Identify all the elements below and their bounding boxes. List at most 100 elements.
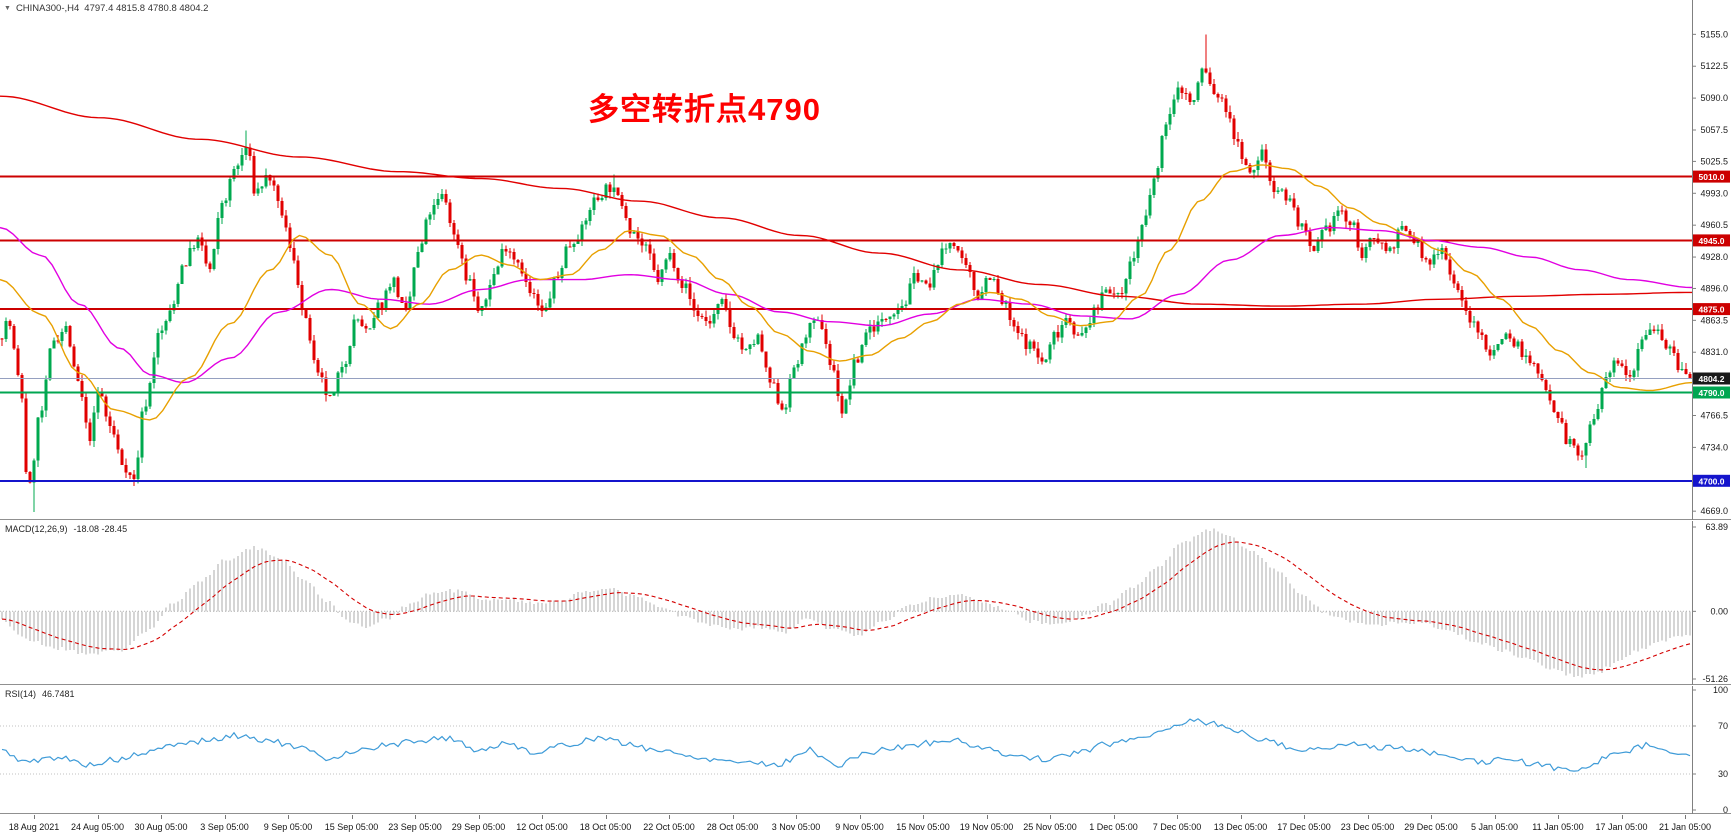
time-tick xyxy=(161,815,162,819)
time-label: 23 Dec 05:00 xyxy=(1340,822,1395,832)
time-tick xyxy=(986,815,988,819)
svg-text:4928.0: 4928.0 xyxy=(1700,252,1728,262)
svg-text:-51.26: -51.26 xyxy=(1702,674,1728,684)
macd-values: -18.08 -28.45 xyxy=(73,524,128,534)
time-label: 15 Sep 05:00 xyxy=(324,822,379,832)
time-tick xyxy=(415,815,416,819)
time-tick xyxy=(478,815,480,819)
svg-text:100: 100 xyxy=(1713,686,1728,695)
time-label: 17 Dec 05:00 xyxy=(1277,822,1331,832)
time-tick xyxy=(1240,815,1242,819)
price-chart-panel: 5155.0 5122.5 5090.0 5057.5 5025.5 4993.0 4960… xyxy=(0,0,1731,520)
symbol-info: ▼ CHINA300-,H4 4797.4 4815.8 4780.8 4804… xyxy=(4,3,208,14)
time-tick xyxy=(1113,815,1115,819)
svg-text:5025.5: 5025.5 xyxy=(1700,156,1728,166)
svg-text:4734.0: 4734.0 xyxy=(1700,442,1728,452)
time-tick xyxy=(1304,815,1305,819)
time-tick xyxy=(669,815,670,819)
time-tick xyxy=(1494,815,1496,819)
svg-text:4790.0: 4790.0 xyxy=(1699,388,1725,398)
time-tick xyxy=(1050,815,1051,819)
svg-text:5057.5: 5057.5 xyxy=(1700,125,1728,135)
time-tick xyxy=(1367,815,1369,819)
svg-text:5155.0: 5155.0 xyxy=(1700,29,1728,39)
time-label: 30 Aug 05:00 xyxy=(134,822,188,832)
time-label: 21 Jan 05:00 xyxy=(1658,822,1712,832)
time-tick xyxy=(859,815,861,819)
rsi-value: 46.7481 xyxy=(42,689,75,699)
svg-text:4993.0: 4993.0 xyxy=(1700,188,1728,198)
time-tick xyxy=(224,815,226,819)
time-label: 29 Dec 05:00 xyxy=(1404,822,1458,832)
rsi-label: RSI(14) 46.7481 xyxy=(5,689,75,699)
macd-label: MACD(12,26,9) -18.08 -28.45 xyxy=(5,524,127,534)
svg-text:4831.0: 4831.0 xyxy=(1700,347,1728,357)
svg-text:63.89: 63.89 xyxy=(1705,522,1728,532)
time-label: 17 Jan 05:00 xyxy=(1595,822,1648,832)
time-label: 9 Sep 05:00 xyxy=(263,822,313,832)
time-tick xyxy=(1621,815,1623,819)
candles-layer xyxy=(0,34,1692,513)
svg-text:0.00: 0.00 xyxy=(1710,606,1728,616)
time-label: 22 Oct 05:00 xyxy=(643,822,695,832)
horizontal-lines-layer xyxy=(0,175,1692,482)
macd-signal-line xyxy=(1,541,1691,671)
time-label: 28 Oct 05:00 xyxy=(706,822,759,832)
candlestick-chart[interactable]: 5155.0 5122.5 5090.0 5057.5 5025.5 4993.0 4960… xyxy=(0,0,1731,520)
time-tick xyxy=(1685,815,1686,819)
symbol-marker-icon: ▼ xyxy=(4,5,11,12)
svg-text:30: 30 xyxy=(1718,769,1728,779)
rsi-axis: 100 70 30 0 xyxy=(1692,686,1728,814)
svg-text:5090.0: 5090.0 xyxy=(1700,93,1728,103)
rsi-panel: 100 70 30 0 RSI(14) 46.7481 xyxy=(0,686,1731,814)
symbol-ohlc: 4797.4 4815.8 4780.8 4804.2 xyxy=(84,3,209,14)
time-label: 7 Dec 05:00 xyxy=(1152,822,1202,832)
time-label: 3 Sep 05:00 xyxy=(200,822,249,832)
svg-text:4863.5: 4863.5 xyxy=(1700,315,1728,325)
rsi-line xyxy=(1,718,1691,772)
price-axis: 5155.0 5122.5 5090.0 5057.5 5025.5 4993.0 4960… xyxy=(1692,0,1730,520)
svg-text:4875.0: 4875.0 xyxy=(1699,305,1725,315)
time-label: 29 Sep 05:00 xyxy=(451,822,506,832)
time-label: 18 Aug 2021 xyxy=(8,822,60,832)
svg-text:4945.0: 4945.0 xyxy=(1699,236,1725,246)
time-label: 15 Nov 05:00 xyxy=(896,822,950,832)
svg-text:0: 0 xyxy=(1723,805,1728,814)
macd-axis: 63.89 0.00 -51.26 xyxy=(1692,521,1728,685)
chart-annotation[interactable]: 多空转折点4790 xyxy=(588,92,821,127)
rsi-name: RSI(14) xyxy=(5,689,37,699)
macd-name: MACD(12,26,9) xyxy=(5,524,68,534)
time-label: 25 Nov 05:00 xyxy=(1023,822,1077,832)
svg-text:5010.0: 5010.0 xyxy=(1699,172,1725,182)
svg-text:4804.2: 4804.2 xyxy=(1699,374,1725,384)
ma-orange xyxy=(0,164,1693,421)
time-label: 1 Dec 05:00 xyxy=(1089,822,1138,832)
time-tick xyxy=(732,815,734,819)
ma-magenta xyxy=(0,226,1693,384)
time-label: 23 Sep 05:00 xyxy=(388,822,442,832)
svg-text:4669.0: 4669.0 xyxy=(1700,506,1728,516)
time-label: 3 Nov 05:00 xyxy=(771,822,821,832)
svg-text:5122.5: 5122.5 xyxy=(1700,61,1728,71)
time-tick xyxy=(1558,815,1559,819)
time-tick xyxy=(97,815,99,819)
time-axis[interactable]: 18 Aug 2021 24 Aug 05:00 30 Aug 05:00 3 Sep… xyxy=(0,815,1731,839)
time-label: 5 Jan 05:00 xyxy=(1470,822,1519,832)
macd-panel: 63.89 0.00 -51.26 MACD(12,26,9) -18.08 -28.… xyxy=(0,521,1731,685)
time-tick xyxy=(1431,815,1432,819)
symbol-title: CHINA300-,H4 xyxy=(15,3,80,14)
svg-text:4896.0: 4896.0 xyxy=(1700,283,1728,293)
time-tick xyxy=(796,815,797,819)
time-tick xyxy=(351,815,353,819)
svg-text:4766.5: 4766.5 xyxy=(1700,411,1728,421)
macd-chart[interactable]: 63.89 0.00 -51.26 xyxy=(0,521,1731,685)
ma-slow-red xyxy=(0,95,1692,307)
time-tick xyxy=(605,815,607,819)
time-label: 11 Jan 05:00 xyxy=(1532,822,1584,832)
time-tick xyxy=(1177,815,1178,819)
rsi-chart[interactable]: 100 70 30 0 xyxy=(0,686,1731,814)
time-label: 13 Dec 05:00 xyxy=(1213,822,1268,832)
macd-histogram xyxy=(1,528,1691,678)
time-tick xyxy=(542,815,543,819)
time-label: 18 Oct 05:00 xyxy=(579,822,632,832)
